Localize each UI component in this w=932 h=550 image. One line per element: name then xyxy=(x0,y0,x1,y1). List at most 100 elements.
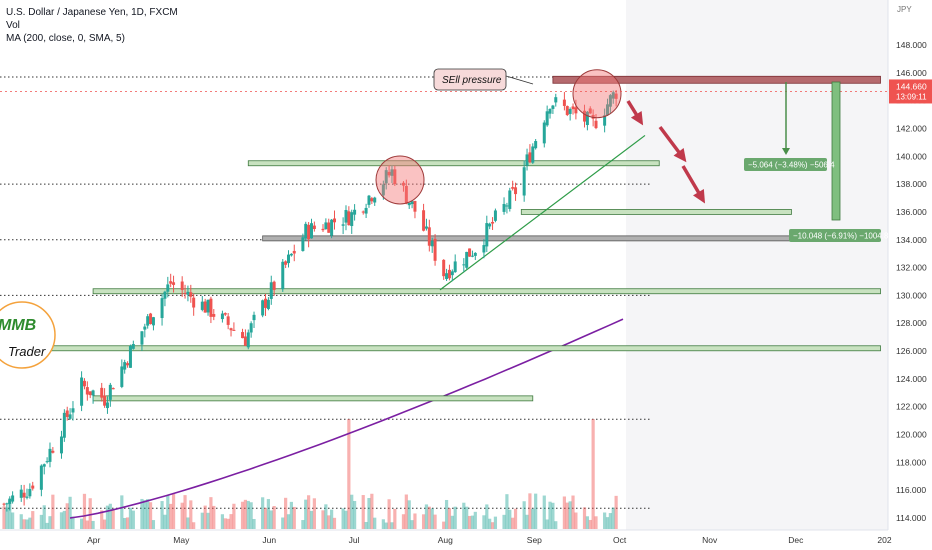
volume-indicator-label[interactable]: Vol xyxy=(6,20,20,31)
candle-body xyxy=(485,223,489,247)
price-tick-label: 130.000 xyxy=(896,290,927,300)
volume-bar xyxy=(490,522,495,529)
price-tick-label: 116.000 xyxy=(896,485,926,495)
volume-bar xyxy=(327,515,331,529)
symbol-title[interactable]: U.S. Dollar / Japanese Yen, 1D, FXCM xyxy=(6,7,178,18)
volume-bar xyxy=(240,501,245,529)
highlight-circle[interactable] xyxy=(572,69,622,119)
candle-body xyxy=(324,222,328,230)
candle-body xyxy=(488,223,492,227)
candle-body xyxy=(384,170,388,184)
support-zone[interactable] xyxy=(92,288,881,295)
candle-body xyxy=(548,109,552,114)
volume-bar xyxy=(545,519,549,529)
highlight-circle[interactable] xyxy=(375,155,425,205)
measure-badge-2: −10.048 (−6.91%) −1004.8 xyxy=(789,229,889,242)
volume-bar xyxy=(482,515,486,529)
candle-body xyxy=(393,169,397,185)
candle-body xyxy=(390,169,394,176)
candle-body xyxy=(528,152,532,163)
volume-bar xyxy=(19,514,23,529)
ma-indicator-label[interactable]: MA (200, close, 0, SMA, 5) xyxy=(6,33,125,44)
volume-bar xyxy=(450,515,454,529)
support-zone[interactable] xyxy=(3,345,881,352)
volume-bar xyxy=(28,517,32,529)
candle-body xyxy=(505,205,509,207)
volume-bar xyxy=(140,498,144,529)
volume-bar xyxy=(614,495,618,529)
candle-body xyxy=(554,97,558,103)
volume-bar xyxy=(269,510,273,529)
volume-bar xyxy=(252,518,256,529)
candle-body xyxy=(387,171,391,176)
volume-bar xyxy=(467,515,472,529)
last-price-badge xyxy=(889,79,932,104)
candle-body xyxy=(149,313,153,324)
volume-bar xyxy=(203,505,207,529)
candle-body xyxy=(603,115,607,126)
candle-body xyxy=(511,187,515,189)
candle-body xyxy=(128,345,132,368)
volume-bar xyxy=(243,499,248,529)
forecast-arrow-head xyxy=(630,111,644,126)
volume-bar xyxy=(393,508,397,529)
support-zone[interactable] xyxy=(92,395,534,402)
candles xyxy=(2,90,618,512)
last-price-value: 144.660 xyxy=(896,81,927,91)
candle-body xyxy=(189,292,193,297)
candle-body xyxy=(65,410,69,417)
volume-bar xyxy=(169,503,173,529)
measure-badge-2-bg xyxy=(789,229,881,242)
trendline[interactable] xyxy=(439,134,646,291)
candle-body xyxy=(131,344,135,349)
sell-pressure-callout[interactable]: SEll pressure xyxy=(433,68,534,91)
volume-bar xyxy=(462,502,466,529)
brand-logo: MMB Trader xyxy=(0,301,56,369)
volume-bar xyxy=(611,507,615,529)
volume-bar xyxy=(485,504,489,529)
candle-body xyxy=(272,281,276,290)
support-zone[interactable] xyxy=(262,235,881,242)
volume-bar xyxy=(585,516,589,529)
candle-body xyxy=(80,377,84,406)
candle-body xyxy=(180,281,184,290)
candle-body xyxy=(491,221,495,224)
volume-bar xyxy=(410,520,414,529)
volume-bar xyxy=(146,499,150,529)
volume-bar xyxy=(186,517,190,529)
candle-body xyxy=(301,237,305,251)
volume-bar xyxy=(232,503,236,529)
sell-pressure-label: SEll pressure xyxy=(442,75,502,86)
price-tick-label: 114.000 xyxy=(896,513,926,523)
candle-body xyxy=(350,212,354,227)
candle-body xyxy=(551,105,555,109)
support-zone[interactable] xyxy=(520,209,792,215)
candle-body xyxy=(269,282,273,299)
candle-body xyxy=(588,108,592,114)
volume-bar xyxy=(128,507,133,529)
measure-badge-1: −5.064 (−3.48%) −506.4 xyxy=(744,158,835,171)
volume-bar xyxy=(373,517,377,529)
candle-body xyxy=(591,114,595,119)
candle-body xyxy=(100,387,104,398)
candle-body xyxy=(562,99,566,106)
time-tick-label: Jun xyxy=(262,535,276,545)
volume-bar xyxy=(62,510,66,529)
candle-body xyxy=(327,222,331,233)
candle-body xyxy=(200,301,204,310)
support-zone[interactable] xyxy=(247,160,660,167)
volume-bar xyxy=(508,509,512,529)
candle-body xyxy=(367,195,371,205)
resistance-zone[interactable] xyxy=(552,75,881,84)
volume-bar xyxy=(605,517,610,529)
candle-body xyxy=(28,488,32,497)
candle-body xyxy=(39,465,43,490)
candle-body xyxy=(364,207,368,214)
candle-body xyxy=(266,299,270,309)
volume-bar xyxy=(353,500,357,529)
candle-body xyxy=(212,314,216,317)
measure-bar-2[interactable] xyxy=(831,81,841,221)
volume-bar xyxy=(582,507,587,529)
candle-body xyxy=(433,238,437,261)
